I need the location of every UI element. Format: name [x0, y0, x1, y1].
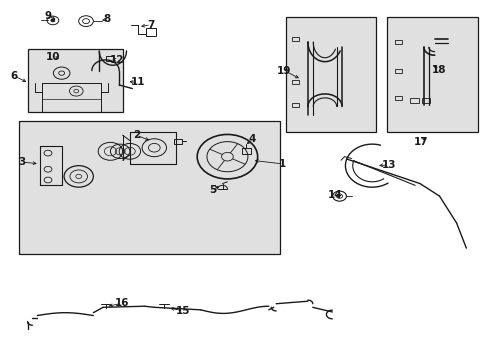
Text: 9: 9	[45, 11, 52, 21]
Text: 6: 6	[11, 71, 18, 81]
Text: 16: 16	[114, 298, 129, 309]
Text: 7: 7	[147, 20, 154, 30]
Text: 19: 19	[277, 66, 291, 76]
Text: 12: 12	[109, 55, 124, 65]
Bar	[292, 80, 299, 84]
Text: 17: 17	[413, 137, 428, 147]
Bar	[386, 17, 477, 132]
Text: 3: 3	[19, 157, 26, 167]
Text: 8: 8	[103, 14, 110, 24]
Bar	[27, 49, 122, 112]
Text: 15: 15	[176, 306, 190, 316]
Text: 10: 10	[46, 52, 61, 62]
Text: 18: 18	[431, 64, 446, 75]
Bar	[19, 121, 280, 253]
Circle shape	[51, 19, 55, 22]
Text: 1: 1	[278, 159, 285, 169]
Text: 2: 2	[132, 130, 140, 140]
Bar	[292, 37, 299, 41]
Bar	[242, 148, 250, 154]
Bar	[394, 40, 401, 44]
Bar	[145, 28, 156, 36]
Text: 4: 4	[248, 135, 255, 144]
Text: 13: 13	[381, 160, 395, 170]
Text: 11: 11	[131, 77, 145, 87]
Bar	[394, 69, 401, 73]
Bar	[173, 139, 181, 144]
Bar	[105, 56, 113, 61]
Bar	[421, 98, 429, 103]
Bar	[409, 98, 418, 103]
Bar	[292, 103, 299, 107]
Text: 5: 5	[209, 185, 216, 195]
Bar	[394, 96, 401, 100]
Text: 14: 14	[327, 190, 342, 200]
Bar	[285, 17, 375, 132]
